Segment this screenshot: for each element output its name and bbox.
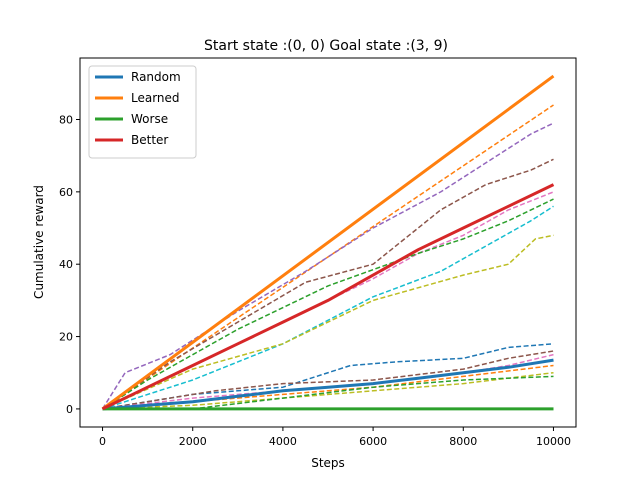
run-line-dashed [102, 205, 554, 410]
run-line-dashed [102, 350, 554, 410]
plot-lines [101, 74, 555, 411]
x-tick-label: 8000 [449, 435, 477, 448]
y-tick-label: 40 [59, 258, 73, 271]
legend-label: Random [131, 70, 181, 84]
y-tick-label: 20 [59, 331, 73, 344]
run-line-dashed [102, 343, 554, 410]
x-axis: 0 2000 4000 6000 8000 10000 [99, 427, 571, 448]
run-line-dashed [101, 122, 554, 410]
run-line-dashed [102, 158, 554, 410]
x-tick-label: 6000 [359, 435, 387, 448]
y-tick-label: 0 [66, 403, 73, 416]
legend-label: Learned [131, 91, 180, 105]
y-tick-label: 60 [59, 186, 73, 199]
x-tick-label: 2000 [179, 435, 207, 448]
series-line-better [101, 183, 555, 411]
legend-label: Better [131, 133, 168, 147]
legend-label: Worse [131, 112, 168, 126]
x-tick-label: 0 [99, 435, 106, 448]
run-line-dashed [102, 234, 554, 410]
x-tick-label: 10000 [536, 435, 571, 448]
x-tick-label: 4000 [269, 435, 297, 448]
run-line-dashed [102, 198, 554, 410]
y-axis-label: Cumulative reward [32, 185, 46, 299]
series-line-learned [101, 74, 555, 411]
y-tick-label: 80 [59, 114, 73, 127]
y-axis: 0 20 40 60 80 [59, 114, 80, 416]
x-axis-label: Steps [311, 456, 345, 470]
plot-frame [79, 57, 577, 428]
run-line-dashed [102, 371, 554, 410]
chart-title: Start state :(0, 0) Goal state :(3, 9) [204, 38, 448, 54]
series-line-random [102, 358, 554, 411]
legend: Random Learned Worse Better [88, 65, 197, 159]
legend-box [88, 65, 197, 159]
